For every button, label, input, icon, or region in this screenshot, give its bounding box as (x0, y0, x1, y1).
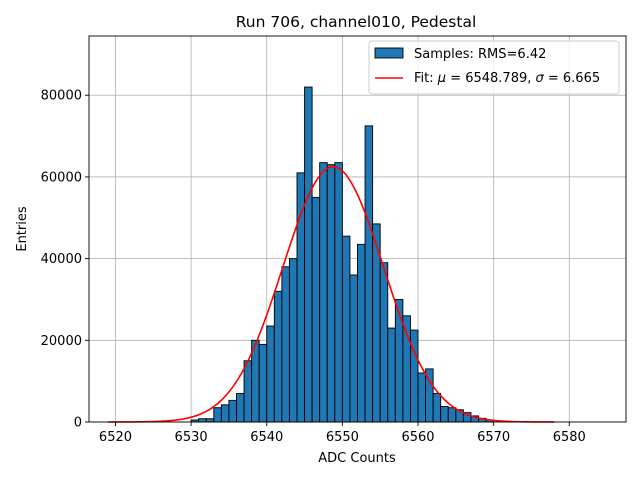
x-tick-label: 6580 (553, 430, 586, 445)
y-tick-label: 0 (74, 416, 82, 431)
x-axis-ticks: 6520 6530 6540 6550 6560 6570 6580 (99, 422, 586, 445)
histogram-bar (220, 404, 230, 423)
histogram-bar (334, 162, 343, 423)
legend-box (368, 40, 620, 95)
y-axis-ticks: 0 20000 40000 60000 80000 (41, 89, 89, 431)
legend-samples-swatch (374, 47, 404, 59)
histogram-bar (432, 392, 442, 423)
histogram-bar (266, 325, 275, 423)
legend-fit-mu-symbol: μ (437, 71, 446, 86)
x-tick-label: 6550 (326, 430, 359, 445)
histogram-bar (341, 235, 351, 423)
histogram-bar (288, 258, 298, 423)
histogram-bar (364, 125, 374, 423)
histogram-bar (417, 372, 427, 423)
x-tick-label: 6560 (401, 430, 434, 445)
histogram-bar (296, 172, 306, 423)
histogram-bar (304, 86, 313, 423)
histogram-bar (198, 418, 207, 423)
legend-fit-sigma-symbol: σ (536, 71, 545, 86)
y-tick-label: 20000 (41, 334, 82, 349)
histogram-bar (236, 392, 245, 423)
legend: Samples: RMS=6.42 Fit: μ = 6548.789, σ =… (368, 40, 620, 95)
legend-fit-sigma-value: = 6.665 (544, 71, 600, 86)
histogram-bar (440, 406, 449, 423)
x-tick-label: 6530 (175, 430, 208, 445)
fit-curve (107, 165, 555, 423)
legend-samples-label: Samples: RMS=6.42 (414, 47, 546, 62)
histogram-bar (357, 243, 366, 423)
y-tick-label: 40000 (41, 252, 82, 267)
histogram-bar (251, 339, 260, 423)
y-tick-label: 80000 (41, 89, 82, 104)
y-tick-label: 60000 (41, 170, 82, 185)
histogram-bar (349, 274, 358, 423)
histogram-bar (228, 399, 237, 423)
legend-fit-mu-value: = 6548.789, (446, 71, 535, 86)
histogram-bar (311, 196, 321, 423)
histogram-bar (447, 407, 457, 423)
chart-title: Run 706, channel010, Pedestal (236, 13, 477, 31)
histogram-bar (213, 407, 222, 423)
histogram-bar (387, 327, 396, 423)
histogram-bar (205, 418, 215, 423)
x-tick-label: 6570 (477, 430, 510, 445)
histogram-bar (379, 262, 389, 423)
plot-frame (88, 35, 627, 423)
histogram-bar (281, 266, 290, 423)
histogram-bar (326, 164, 336, 423)
histogram-bar (394, 299, 404, 423)
y-axis-title: Entries (15, 206, 30, 252)
x-tick-label: 6520 (99, 430, 132, 445)
legend-fit-label: Fit: μ = 6548.789, σ = 6.665 (414, 71, 600, 86)
histogram-bar (243, 360, 253, 423)
x-axis-title: ADC Counts (318, 451, 396, 466)
histogram-bar (273, 290, 283, 423)
legend-fit-prefix: Fit: (414, 71, 438, 86)
histogram-bars (190, 86, 495, 423)
x-tick-label: 6540 (250, 430, 283, 445)
histogram-bar (258, 343, 268, 423)
histogram-bar (319, 162, 328, 423)
